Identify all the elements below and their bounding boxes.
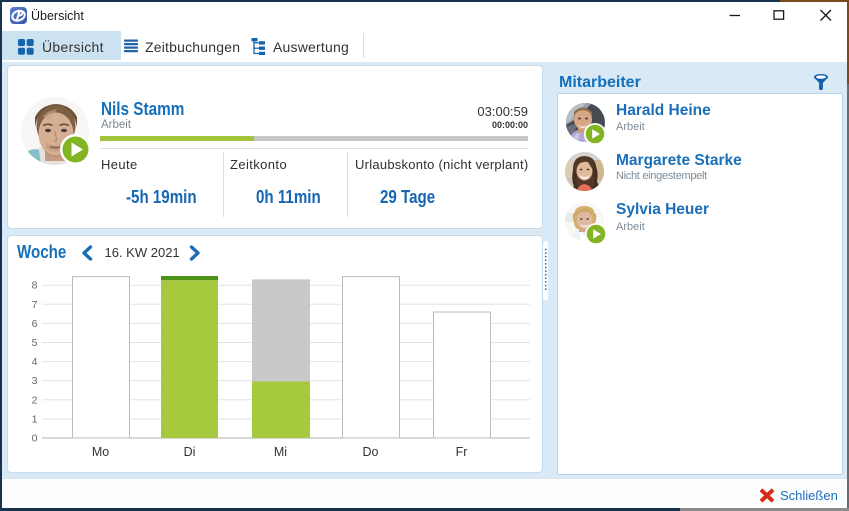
svg-text:3: 3 — [32, 375, 38, 387]
svg-text:2: 2 — [32, 394, 38, 406]
svg-text:1: 1 — [32, 413, 38, 425]
svg-text:Do: Do — [363, 445, 379, 459]
svg-text:Mo: Mo — [92, 445, 109, 459]
svg-text:8: 8 — [32, 280, 38, 292]
svg-text:Fr: Fr — [456, 445, 468, 459]
svg-text:0: 0 — [32, 433, 38, 445]
svg-text:7: 7 — [32, 299, 38, 311]
svg-text:6: 6 — [32, 318, 38, 330]
svg-text:Mi: Mi — [274, 445, 287, 459]
svg-text:4: 4 — [32, 356, 38, 368]
svg-text:5: 5 — [32, 337, 38, 349]
svg-text:Di: Di — [184, 445, 196, 459]
